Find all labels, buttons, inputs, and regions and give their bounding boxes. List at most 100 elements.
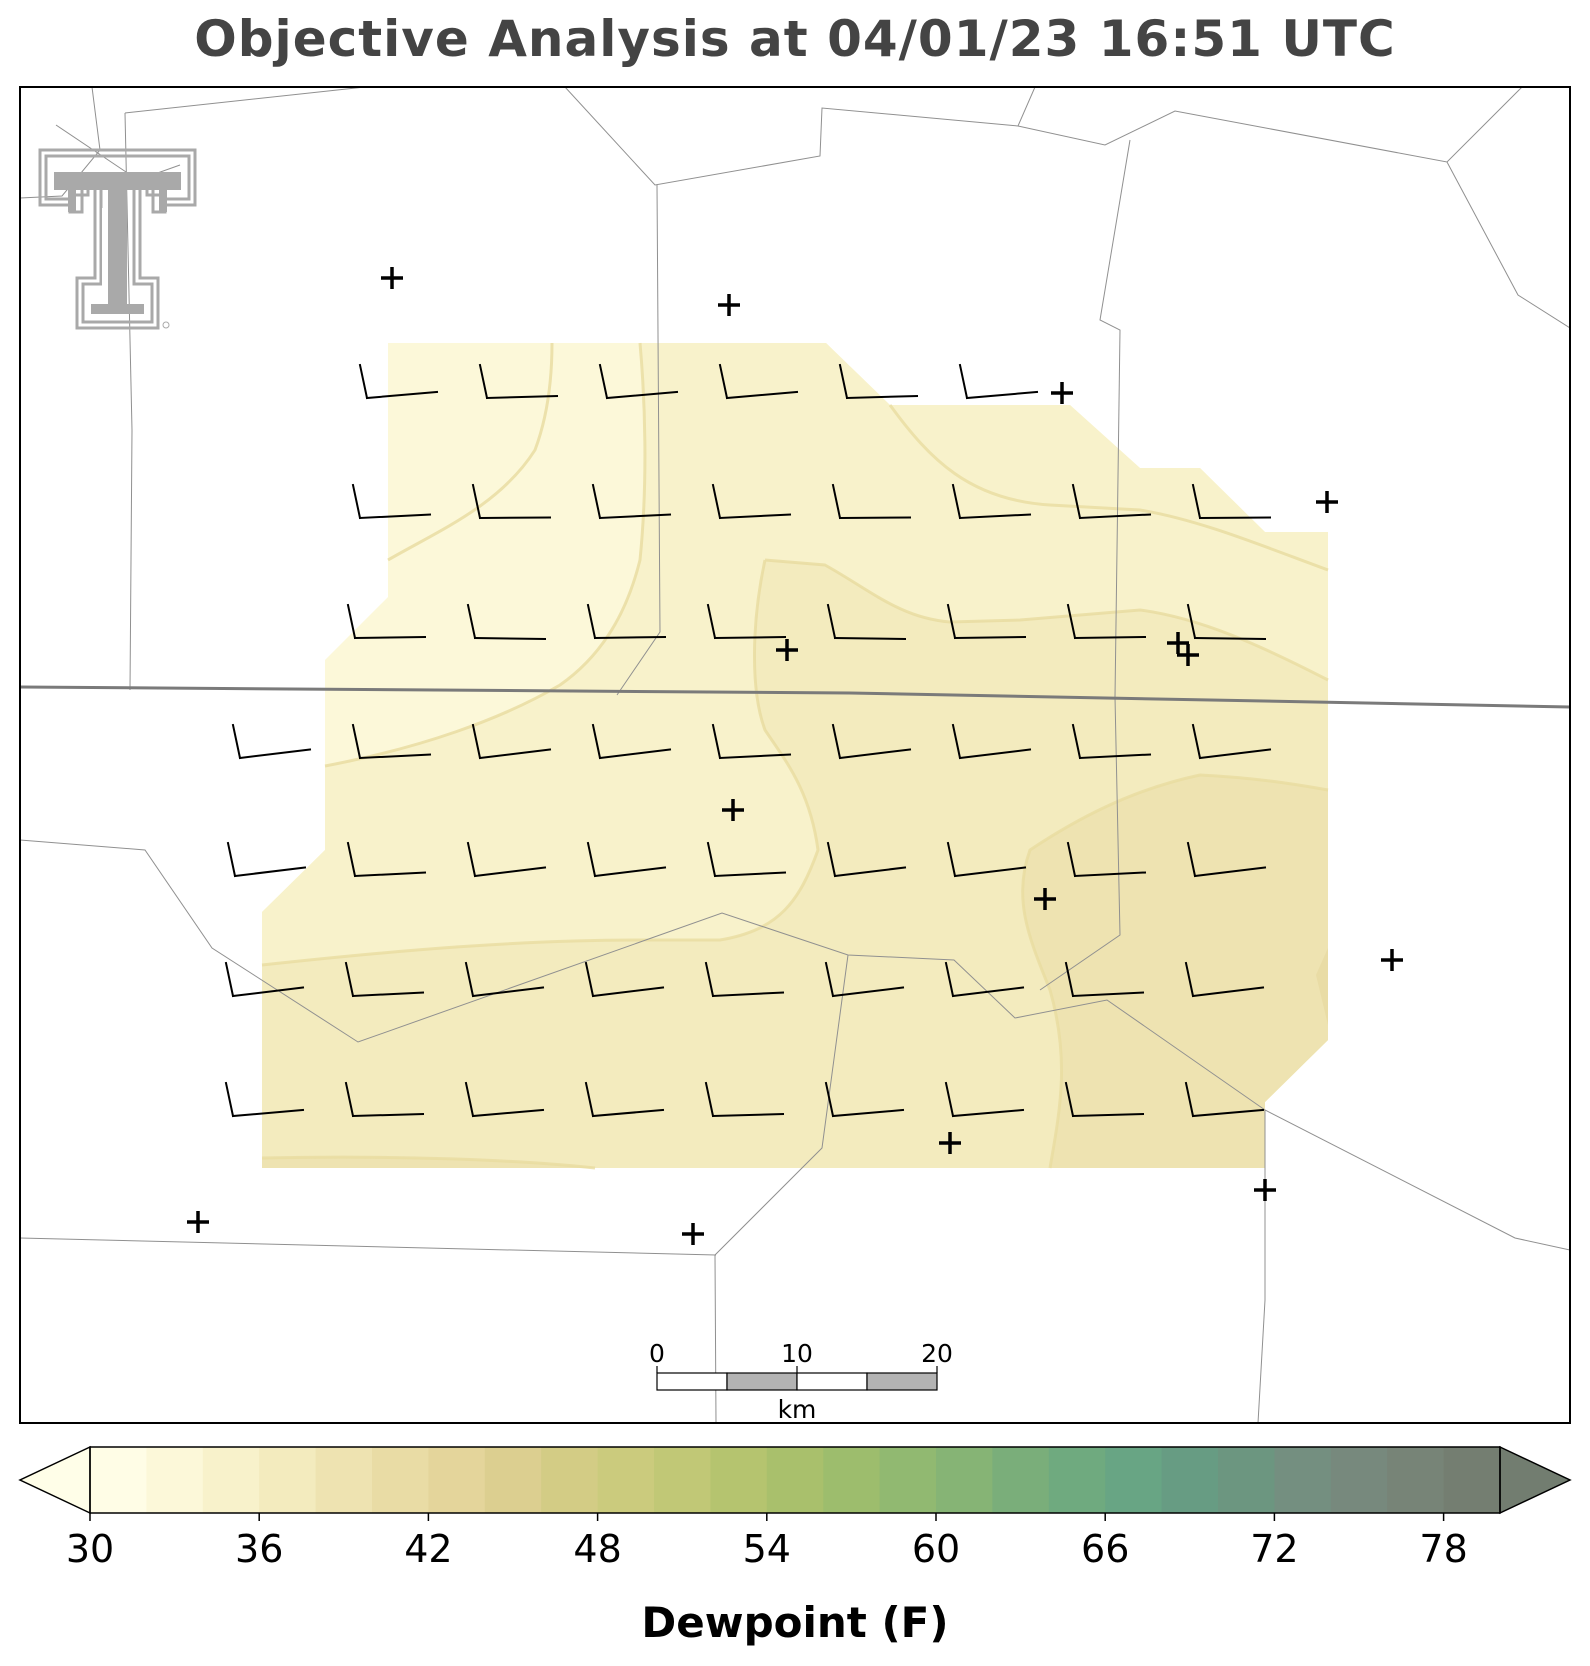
scale-tick-10: 10 xyxy=(781,1339,813,1368)
scale-bar-seg-2 xyxy=(726,1372,798,1391)
contour-line-3 xyxy=(888,404,1329,572)
county-line-11 xyxy=(714,954,849,1423)
wind-barb xyxy=(951,483,1032,520)
colorbar-segment xyxy=(372,1447,429,1513)
colorbar-segment xyxy=(315,1447,373,1513)
scale-bar-seg-3 xyxy=(796,1372,868,1391)
station-marker xyxy=(1167,632,1189,654)
wind-barb xyxy=(1064,961,1145,998)
station-marker xyxy=(939,1132,961,1154)
wind-barb xyxy=(346,603,427,640)
county-line-4 xyxy=(124,112,133,691)
wind-barb xyxy=(704,1081,785,1118)
dewpoint-contour-fill xyxy=(261,342,1329,1170)
wind-barb xyxy=(226,841,307,878)
colorbar-segment xyxy=(202,1447,260,1513)
station-marker xyxy=(1254,1179,1276,1201)
station-marker xyxy=(381,267,403,289)
wind-barb xyxy=(944,1081,1025,1118)
wind-barb xyxy=(471,483,552,520)
colorbar-segment xyxy=(597,1447,655,1513)
station-markers xyxy=(187,267,1403,1245)
contour-line-6 xyxy=(1021,773,1329,1169)
wind-barb xyxy=(1184,1081,1265,1118)
wind-barb xyxy=(706,841,787,878)
dewpoint-region-darker-east xyxy=(1316,948,1328,1025)
county-line-12 xyxy=(20,1237,717,1256)
wind-barb xyxy=(944,961,1025,998)
wind-barb xyxy=(951,723,1032,760)
wind-barb xyxy=(824,961,905,998)
colorbar-tick-label: 60 xyxy=(912,1527,960,1571)
colorbar-segment xyxy=(710,1447,768,1513)
scale-bar-seg-1 xyxy=(656,1372,728,1391)
map-content: 0 10 20 km xyxy=(20,87,1570,1423)
wind-barb xyxy=(718,363,799,400)
wind-barb xyxy=(704,961,785,998)
wind-barb xyxy=(584,1081,665,1118)
wind-barb xyxy=(466,841,547,878)
map-frame xyxy=(19,86,1571,1424)
colorbar-segment xyxy=(992,1447,1050,1513)
station-marker xyxy=(722,799,744,821)
colorbar-segment xyxy=(1105,1447,1163,1513)
colorbar-segment xyxy=(146,1447,204,1513)
wind-barb xyxy=(591,723,672,760)
wind-barb xyxy=(351,483,432,520)
county-line-6 xyxy=(1017,87,1523,163)
colorbar-segment xyxy=(1443,1447,1501,1513)
scale-tick-20: 20 xyxy=(921,1339,953,1368)
colorbar-tick-label: 30 xyxy=(66,1527,114,1571)
station-marker xyxy=(1034,888,1056,910)
wind-barb xyxy=(1064,1081,1145,1118)
colorbar-segment xyxy=(766,1447,824,1513)
station-marker xyxy=(776,639,798,661)
wind-barb xyxy=(231,723,312,760)
scale-tick-0: 0 xyxy=(649,1339,665,1368)
colorbar-segment xyxy=(1274,1447,1332,1513)
state-boundary xyxy=(20,685,1570,709)
wind-barb xyxy=(1071,723,1152,760)
wind-barb xyxy=(591,483,672,520)
wind-barb xyxy=(1191,723,1272,760)
colorbar-tick-label: 66 xyxy=(1081,1527,1129,1571)
wind-barb xyxy=(831,723,912,760)
wind-barb xyxy=(838,363,919,400)
colorbar-label: Dewpoint (F) xyxy=(641,1598,949,1647)
map-title: Objective Analysis at 04/01/23 16:51 UTC xyxy=(194,10,1396,68)
dewpoint-region-dark xyxy=(1022,775,1328,1168)
colorbar-segment xyxy=(1161,1447,1219,1513)
wind-barb xyxy=(598,363,679,400)
wind-barb xyxy=(706,603,787,640)
colorbar-tick-label: 36 xyxy=(235,1527,283,1571)
wind-barb xyxy=(224,1081,305,1118)
colorbar-segment xyxy=(654,1447,711,1513)
colorbar-segment xyxy=(1387,1447,1445,1513)
wind-barb xyxy=(711,483,792,520)
contour-line-7 xyxy=(261,1155,596,1170)
wind-barb xyxy=(351,723,432,760)
wind-barb xyxy=(826,841,907,878)
colorbar-tick-label: 54 xyxy=(743,1527,791,1571)
wind-barb xyxy=(1186,603,1267,641)
wind-barb xyxy=(586,841,667,878)
colorbar-segment xyxy=(484,1447,542,1513)
colorbar-over-arrow xyxy=(1499,1445,1572,1515)
wind-barb xyxy=(946,841,1027,878)
wind-barb xyxy=(466,603,547,641)
colorbar-tick-label: 72 xyxy=(1250,1527,1298,1571)
station-marker xyxy=(1177,644,1199,666)
wind-barb xyxy=(1184,961,1265,998)
wind-barb xyxy=(826,603,907,641)
wind-barb xyxy=(346,841,427,878)
county-line-8 xyxy=(616,184,661,696)
contour-line-1 xyxy=(387,342,554,562)
wind-barb xyxy=(711,723,792,760)
scale-bar: 0 10 20 km xyxy=(649,1339,953,1423)
wind-barb xyxy=(831,483,912,520)
colorbar-under-arrow xyxy=(18,1445,91,1515)
station-marker xyxy=(1381,949,1403,971)
colorbar-segment xyxy=(428,1447,486,1513)
station-marker xyxy=(718,294,740,316)
